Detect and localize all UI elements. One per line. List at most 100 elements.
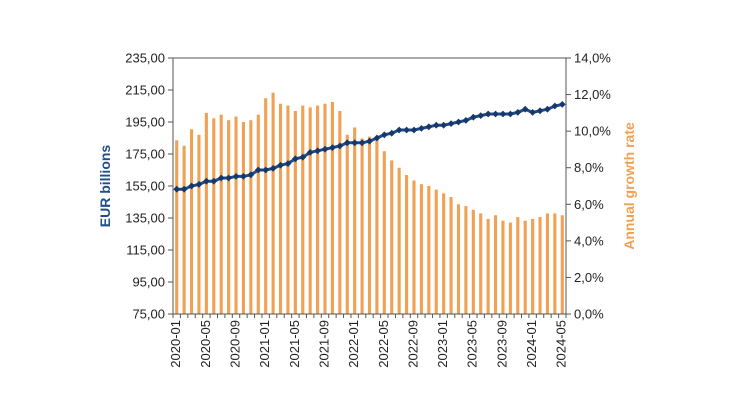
line-point [277, 161, 284, 169]
line-point [202, 177, 210, 185]
left-tick-label: 155,00 [125, 179, 165, 194]
left-tick-label: 175,00 [125, 147, 165, 162]
left-tick-label: 135,00 [125, 211, 165, 226]
line-point [254, 166, 262, 174]
line-point [232, 173, 240, 180]
left-tick-label: 115,00 [126, 243, 165, 258]
growth-bar [227, 120, 231, 315]
x-tick-label: 2023-09 [494, 320, 509, 368]
line-series [173, 101, 566, 193]
left-tick-label: 215,00 [125, 83, 165, 98]
line-point [388, 129, 396, 137]
growth-bar [338, 111, 342, 315]
line-point [358, 139, 366, 147]
line-point [529, 109, 537, 116]
x-tick-label: 2020-01 [168, 320, 183, 368]
line-point [299, 153, 307, 161]
line-point [173, 185, 181, 193]
left-axis-ticks: 75,00 95,00 115,00 135,00 155,00 175,00 195,00… [125, 51, 173, 322]
line-point [536, 107, 544, 115]
growth-bar [464, 206, 468, 314]
growth-bar [419, 184, 423, 314]
line-point [321, 145, 329, 153]
line-point [418, 125, 425, 132]
growth-bar [493, 215, 498, 314]
growth-bar [219, 114, 223, 314]
line-point [373, 134, 381, 142]
growth-bar [442, 193, 446, 314]
growth-bar [375, 138, 379, 314]
line-point [477, 112, 485, 119]
left-tick-label: 235,00 [125, 51, 165, 66]
right-tick-label: 12,0% [574, 87, 611, 102]
line-point [284, 160, 292, 167]
growth-bar [412, 180, 416, 314]
growth-bar [182, 145, 186, 314]
right-axis-title: Annual growth rate [621, 122, 637, 250]
growth-bar [479, 213, 483, 314]
growth-bar [508, 222, 512, 314]
line-point [306, 149, 314, 156]
left-axis-title: EUR billions [97, 145, 113, 228]
x-tick-label: 2024-05 [554, 320, 569, 368]
line-point [521, 105, 529, 113]
growth-bar [256, 114, 260, 314]
line-point [351, 139, 359, 147]
growth-bar [345, 134, 349, 314]
growth-bar [531, 218, 535, 314]
line-point [506, 110, 514, 118]
growth-bar [427, 186, 431, 314]
line-point [195, 181, 203, 188]
right-tick-label: 14,0% [574, 51, 611, 66]
growth-bar [538, 217, 542, 314]
line-point [499, 110, 507, 118]
line-point [432, 121, 440, 129]
x-tick-label: 2021-01 [257, 320, 272, 368]
x-tick-label: 2023-05 [465, 320, 480, 368]
growth-bar [449, 196, 453, 314]
right-tick-label: 4,0% [574, 233, 604, 248]
line-point [291, 155, 299, 163]
growth-bar [323, 103, 327, 314]
growth-bar [241, 122, 246, 314]
left-tick-label: 75,00 [132, 307, 165, 322]
line-point [447, 120, 455, 127]
growth-bar [316, 105, 320, 315]
right-tick-label: 10,0% [574, 124, 611, 139]
line-point [336, 142, 344, 150]
line-point [329, 144, 336, 151]
x-tick-label: 2022-05 [376, 320, 391, 368]
line-point [492, 110, 499, 118]
growth-bar [501, 220, 505, 314]
right-tick-label: 6,0% [574, 197, 604, 212]
growth-bar [545, 213, 550, 314]
line-point [440, 121, 448, 129]
x-tick-label: 2023-01 [435, 320, 450, 368]
line-point [240, 173, 247, 180]
line-point [217, 174, 225, 182]
growth-bar [553, 213, 557, 314]
line-point [403, 126, 410, 134]
line-point [366, 137, 373, 145]
left-tick-label: 95,00 [132, 275, 165, 290]
line-point [410, 126, 418, 134]
bar-series [175, 92, 564, 315]
growth-bar [397, 167, 401, 314]
line-point [225, 174, 233, 182]
growth-bar [212, 118, 216, 314]
growth-bar [286, 105, 290, 315]
growth-bar [278, 103, 283, 314]
x-tick-label: 2024-01 [524, 320, 539, 368]
x-tick-label: 2020-05 [198, 320, 213, 368]
line-point [551, 102, 559, 110]
growth-bar [330, 101, 334, 314]
line-point [455, 118, 462, 126]
growth-bar [271, 92, 275, 314]
line-point [262, 166, 270, 174]
growth-bar [204, 112, 208, 314]
growth-bar [197, 134, 201, 314]
line-point [484, 110, 492, 118]
growth-bar [456, 204, 461, 314]
right-tick-label: 0,0% [574, 307, 604, 322]
growth-bar [308, 107, 312, 314]
